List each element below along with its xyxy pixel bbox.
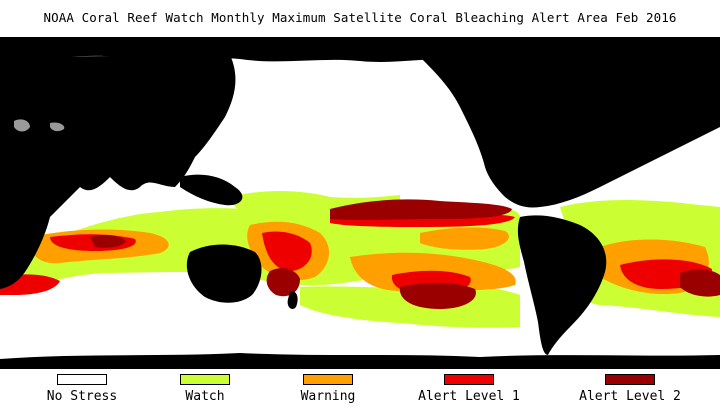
stress-alert-level-2-areas	[90, 199, 720, 309]
legend-item-warning: Warning	[263, 374, 393, 404]
map-title: NOAA Coral Reef Watch Monthly Maximum Sa…	[43, 10, 677, 25]
legend-swatch-alert-level-2	[605, 374, 655, 385]
land-south-america	[517, 215, 607, 355]
legend-swatch-alert-level-1	[444, 374, 494, 385]
lake-black-sea	[50, 122, 65, 132]
alert2-south-pacific	[399, 282, 476, 309]
alert-map	[0, 37, 720, 369]
legend-swatch-no-stress	[57, 374, 107, 385]
alert2-south-atlantic	[680, 269, 720, 297]
land-antarctica	[0, 353, 720, 369]
land-greenland	[599, 56, 650, 87]
legend-label-no-stress: No Stress	[46, 389, 118, 404]
land-maritime-asia	[180, 174, 243, 206]
legend: No Stress Watch Warning Alert Level 1 Al…	[0, 374, 720, 411]
legend-item-no-stress: No Stress	[17, 374, 147, 404]
legend-label-watch: Watch	[185, 389, 225, 404]
alert2-coral-sea	[266, 268, 300, 297]
warning-east-pacific	[420, 227, 509, 250]
legend-swatch-warning	[303, 374, 353, 385]
legend-item-alert-level-2: Alert Level 2	[565, 374, 695, 404]
alert1-coral-sea	[262, 231, 312, 271]
legend-item-watch: Watch	[140, 374, 270, 404]
land-north-america	[420, 57, 720, 208]
land-masses	[0, 37, 720, 369]
alert2-indian-ocean	[90, 234, 126, 248]
legend-label-alert-level-2: Alert Level 2	[579, 389, 681, 404]
alert2-equatorial-pacific	[330, 199, 512, 220]
lakes	[14, 119, 65, 132]
legend-swatch-watch	[180, 374, 230, 385]
land-australia	[186, 244, 262, 303]
lake-caspian	[14, 119, 30, 132]
land-new-zealand	[287, 291, 298, 310]
legend-label-warning: Warning	[300, 389, 356, 404]
legend-label-alert-level-1: Alert Level 1	[418, 389, 520, 404]
legend-item-alert-level-1: Alert Level 1	[404, 374, 534, 404]
land-eurasia-africa	[0, 55, 236, 289]
